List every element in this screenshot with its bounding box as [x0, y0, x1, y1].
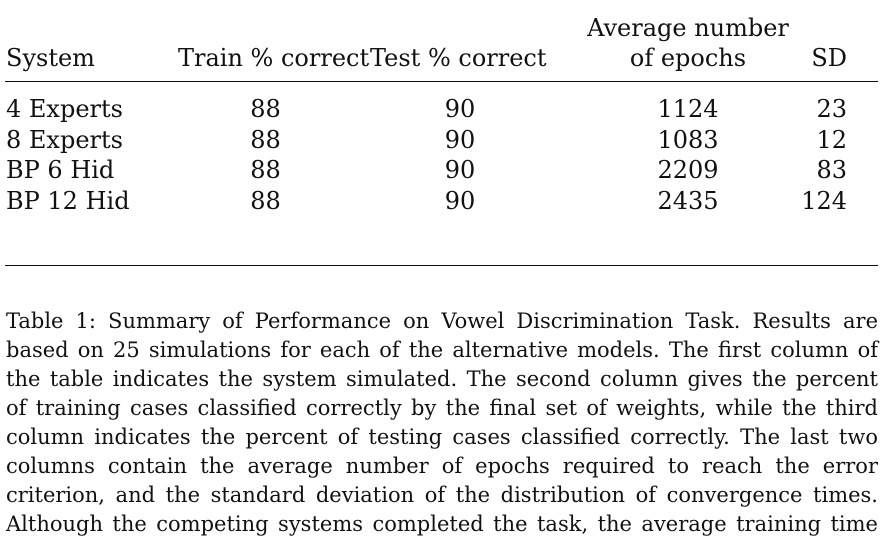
caption-line: based on 25 simulations for each of the … [6, 338, 878, 362]
row-4-avg: 2435 [657, 187, 719, 215]
row-3-sd: 83 [816, 156, 847, 184]
table-caption: Table 1: Summary of Performance on Vowel… [6, 307, 878, 539]
header-system: System [6, 44, 95, 72]
row-4-system: BP 12 Hid [6, 187, 130, 215]
caption-line: of training cases classified correctly b… [6, 396, 878, 420]
row-1-test: 90 [444, 95, 476, 123]
row-3-system: BP 6 Hid [6, 156, 115, 184]
row-2-avg: 1083 [657, 126, 719, 154]
row-3-avg: 2209 [657, 156, 719, 184]
row-2-test: 90 [444, 126, 476, 154]
caption-line: Although the competing systems completed… [6, 512, 878, 536]
row-1-system: 4 Experts [6, 95, 123, 123]
header-avg-line2: of epochs [629, 44, 747, 72]
table-bottom-rule [5, 265, 878, 266]
row-1-sd: 23 [816, 95, 847, 123]
row-4-test: 90 [444, 187, 476, 215]
header-rule [5, 81, 878, 82]
header-sd: SD [811, 44, 847, 72]
row-2-sd: 12 [816, 126, 847, 154]
row-3-test: 90 [444, 156, 476, 184]
row-2-train: 88 [250, 126, 281, 154]
row-3-train: 88 [250, 156, 281, 184]
header-test: Test % correct [370, 44, 547, 72]
row-4-train: 88 [250, 187, 281, 215]
caption-line: Table 1: Summary of Performance on Vowel… [6, 309, 878, 333]
row-1-avg: 1124 [657, 95, 719, 123]
row-1-train: 88 [250, 95, 281, 123]
caption-line: the table indicates the system simulated… [6, 367, 878, 391]
header-train: Train % correct [178, 44, 370, 72]
caption-line: columns contain the average number of ep… [6, 454, 878, 478]
header-avg-line1: Average number [587, 14, 789, 42]
row-2-system: 8 Experts [6, 126, 123, 154]
caption-line: criterion, and the standard deviation of… [6, 483, 878, 507]
row-4-sd: 124 [801, 187, 847, 215]
caption-line: column indicates the percent of testing … [6, 425, 878, 449]
